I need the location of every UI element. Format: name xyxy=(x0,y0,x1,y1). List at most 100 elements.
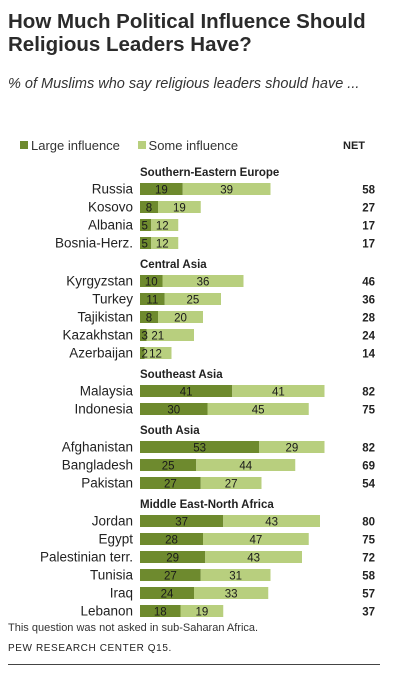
bar-some-influence xyxy=(180,605,224,617)
data-label-some: 31 xyxy=(229,571,242,583)
data-label-large: 3 xyxy=(142,331,148,343)
net-value: 24 xyxy=(362,331,375,343)
bar-some-influence xyxy=(194,587,269,599)
bar-large-influence xyxy=(140,441,260,453)
bar-some-influence xyxy=(151,237,179,249)
country-label: Pakistan xyxy=(81,476,133,491)
data-label-some: 45 xyxy=(252,405,265,417)
bar-large-influence xyxy=(140,293,165,305)
country-label: Albania xyxy=(88,218,134,233)
footnote: This question was not asked in sub-Sahar… xyxy=(8,622,259,634)
bar-large-influence xyxy=(140,275,163,287)
group-header: Southeast Asia xyxy=(140,369,223,381)
bottom-rule xyxy=(8,664,380,665)
net-value: 54 xyxy=(362,479,375,491)
bar-large-influence xyxy=(140,587,194,599)
bar-some-influence xyxy=(164,293,221,305)
net-value: 27 xyxy=(362,203,375,215)
country-label: Kosovo xyxy=(88,200,133,215)
net-value: 17 xyxy=(362,221,375,233)
bar-large-influence xyxy=(140,329,147,341)
country-label: Bosnia-Herz. xyxy=(55,236,133,251)
data-label-large: 5 xyxy=(142,239,148,251)
legend-swatch-some xyxy=(137,141,146,149)
bar-large-influence xyxy=(140,403,208,415)
net-value: 37 xyxy=(362,607,375,619)
country-label: Kazakhstan xyxy=(62,328,133,343)
data-label-some: 27 xyxy=(225,479,238,491)
bar-some-influence xyxy=(207,403,309,415)
bar-large-influence xyxy=(140,477,201,489)
country-label: Indonesia xyxy=(74,402,133,417)
country-label: Lebanon xyxy=(80,604,133,619)
data-label-some: 12 xyxy=(156,239,169,251)
data-label-large: 27 xyxy=(164,479,177,491)
data-label-large: 19 xyxy=(155,185,168,197)
country-label: Afghanistan xyxy=(62,440,133,455)
data-label-some: 47 xyxy=(249,535,262,547)
data-label-large: 10 xyxy=(145,277,158,289)
data-label-large: 37 xyxy=(175,517,188,529)
data-label-some: 43 xyxy=(265,517,278,529)
data-label-some: 19 xyxy=(173,203,186,215)
net-value: 14 xyxy=(362,349,375,361)
bar-large-influence xyxy=(140,605,181,617)
legend-item-large: Large influence xyxy=(20,138,120,153)
net-value: 82 xyxy=(362,387,375,399)
country-label: Palestinian terr. xyxy=(40,550,133,565)
data-label-some: 39 xyxy=(220,185,233,197)
data-label-large: 18 xyxy=(154,607,167,619)
data-label-large: 53 xyxy=(193,443,206,455)
country-label: Malaysia xyxy=(80,384,134,399)
data-label-large: 27 xyxy=(164,571,177,583)
group-header: South Asia xyxy=(140,425,200,437)
data-label-some: 29 xyxy=(285,443,298,455)
data-label-some: 19 xyxy=(195,607,208,619)
data-label-large: 24 xyxy=(161,589,174,601)
bar-large-influence xyxy=(140,201,158,213)
bar-large-influence xyxy=(140,183,183,195)
data-label-some: 43 xyxy=(247,553,260,565)
bar-some-influence xyxy=(162,275,244,287)
bar-some-influence xyxy=(144,347,172,359)
bar-some-influence xyxy=(158,311,203,323)
net-value: 57 xyxy=(362,589,375,601)
legend-item-some: Some influence xyxy=(137,138,239,153)
group-header: Middle East-North Africa xyxy=(140,499,274,511)
group-header: Southern-Eastern Europe xyxy=(140,167,279,179)
data-label-some: 44 xyxy=(239,461,252,473)
data-label-large: 29 xyxy=(166,553,179,565)
bar-some-influence xyxy=(146,329,194,341)
bar-large-influence xyxy=(140,347,145,359)
net-column-header: NET xyxy=(343,140,365,152)
legend-label-large: Large influence xyxy=(31,138,120,153)
data-label-some: 33 xyxy=(225,589,238,601)
country-label: Azerbaijan xyxy=(69,346,133,361)
country-label: Tajikistan xyxy=(77,310,133,325)
data-label-large: 5 xyxy=(142,221,148,233)
net-value: 82 xyxy=(362,443,375,455)
bar-large-influence xyxy=(140,551,206,563)
country-label: Kyrgyzstan xyxy=(66,274,133,289)
bar-large-influence xyxy=(140,311,158,323)
data-label-some: 36 xyxy=(197,277,210,289)
bar-some-influence xyxy=(151,219,179,231)
net-value: 17 xyxy=(362,239,375,251)
country-label: Tunisia xyxy=(90,568,134,583)
data-label-some: 41 xyxy=(272,387,285,399)
net-value: 58 xyxy=(362,571,375,583)
data-label-some: 12 xyxy=(149,349,162,361)
chart-subtitle: % of Muslims who say religious leaders s… xyxy=(8,76,360,92)
bar-some-influence xyxy=(259,441,325,453)
country-label: Jordan xyxy=(92,514,133,529)
bar-some-influence xyxy=(203,533,309,545)
legend: Large influence Some influence xyxy=(20,138,252,153)
legend-label-some: Some influence xyxy=(148,138,239,153)
bar-some-influence xyxy=(200,569,271,581)
source: PEW RESEARCH CENTER Q15. xyxy=(8,643,172,654)
data-label-large: 28 xyxy=(165,535,178,547)
data-label-large: 25 xyxy=(162,461,175,473)
bar-some-influence xyxy=(182,183,271,195)
data-label-large: 30 xyxy=(167,405,180,417)
